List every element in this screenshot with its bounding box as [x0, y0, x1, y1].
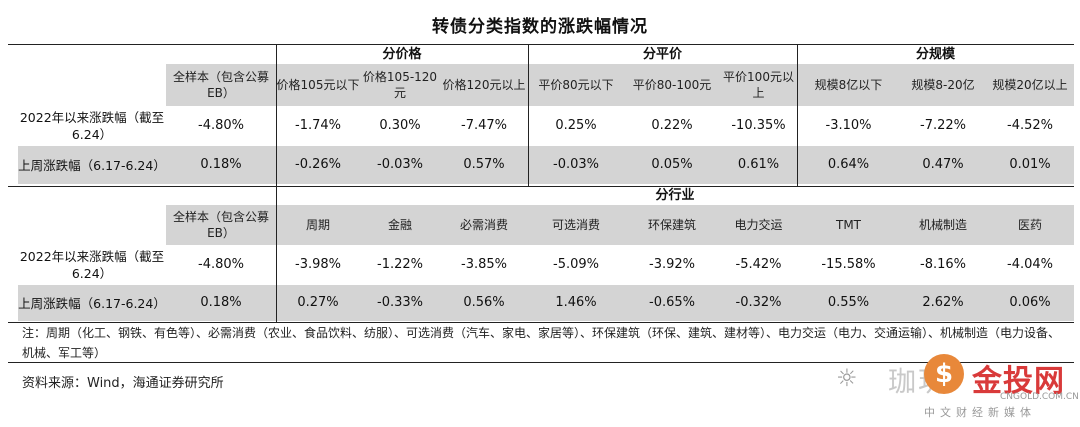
- table-cell: -0.26%: [295, 157, 341, 172]
- bottom-rule: [8, 322, 1074, 323]
- divider: [797, 44, 798, 186]
- divider: [528, 44, 529, 186]
- column-header: 规模20亿以上: [992, 78, 1068, 92]
- column-header: 周期: [305, 218, 330, 232]
- column-header: 金融: [387, 218, 412, 232]
- column-header: 平价80元以下: [538, 78, 614, 92]
- table-cell: -5.09%: [553, 257, 599, 272]
- row-label: 上周涨跌幅（6.17-6.24）: [18, 157, 166, 173]
- column-header: 必需消费: [459, 218, 508, 232]
- table-cell: -4.80%: [198, 257, 244, 272]
- table-cell: -5.42%: [735, 257, 782, 272]
- table-cell: 2.62%: [922, 295, 964, 310]
- table-cell: 0.55%: [827, 295, 870, 310]
- row-shade: [18, 146, 1074, 184]
- table-cell: -4.52%: [1007, 118, 1053, 133]
- column-header: 全样本（包含公募EB）: [172, 210, 269, 240]
- row-shade: [18, 285, 1074, 321]
- column-header: TMT: [835, 218, 861, 232]
- table-cell: -15.58%: [821, 257, 876, 272]
- table-cell: 0.64%: [827, 157, 870, 172]
- source-line: 资料来源：Wind，海通证券研究所: [22, 376, 224, 391]
- column-header: 可选消费: [551, 218, 600, 232]
- table-cell: -3.98%: [295, 257, 341, 272]
- watermark-tagline: 中文财经新媒体: [924, 406, 1036, 419]
- column-header: 全样本（包含公募EB）: [172, 70, 269, 100]
- column-header: 机械制造: [918, 218, 967, 232]
- table-cell: -3.10%: [825, 118, 872, 133]
- group-header-parity: 分平价: [642, 47, 682, 62]
- table-cell: -0.03%: [377, 157, 423, 172]
- column-header: 医药: [1017, 218, 1042, 232]
- table-cell: 0.05%: [651, 157, 693, 172]
- column-header: 环保建筑: [647, 218, 696, 232]
- divider: [276, 44, 277, 322]
- table-cell: 0.61%: [737, 157, 780, 172]
- table-cell: 0.18%: [200, 157, 242, 172]
- table-note: 注：周期（化工、钢铁、有色等）、必需消费（农业、食品饮料、纺服）、可选消费（汽车…: [22, 326, 1061, 360]
- column-header: 价格120元以上: [442, 78, 526, 92]
- watermark-domain: CNGOLD.COM.CN: [1000, 392, 1079, 402]
- table-cell: 0.56%: [463, 295, 505, 310]
- table-cell: -3.92%: [649, 257, 695, 272]
- table-cell: 0.01%: [1009, 157, 1051, 172]
- table-cell: -3.85%: [461, 257, 507, 272]
- table-cell: -8.16%: [920, 257, 966, 272]
- group-header-price: 分价格: [382, 47, 422, 62]
- table-cell: -1.74%: [295, 118, 341, 133]
- column-header: 价格105-120元: [362, 70, 438, 100]
- column-header: 电力交运: [734, 218, 783, 232]
- row-label: 上周涨跌幅（6.17-6.24）: [18, 295, 166, 311]
- table-cell: -10.35%: [731, 118, 786, 133]
- column-header: 规模8亿以下: [814, 78, 883, 92]
- table-cell: -7.22%: [920, 118, 966, 133]
- header-shade: [166, 205, 276, 245]
- header-shade: [276, 64, 1074, 106]
- table-cell: -0.33%: [377, 295, 423, 310]
- group-header-size: 分规模: [915, 47, 955, 62]
- column-header: 规模8-20亿: [911, 78, 975, 92]
- table-cell: 0.57%: [463, 157, 505, 172]
- column-header: 平价80-100元: [632, 78, 712, 92]
- watermark-logo-text: 金投网: [972, 364, 1065, 399]
- column-header: 平价100元以上: [723, 70, 794, 100]
- wechat-icon: ☼: [836, 364, 858, 392]
- table-cell: -0.32%: [735, 295, 782, 310]
- table-cell: -4.04%: [1007, 257, 1053, 272]
- table-cell: -0.65%: [649, 295, 695, 310]
- table-cell: 0.22%: [651, 118, 693, 133]
- table-cell: 0.25%: [555, 118, 597, 133]
- table-cell: 0.47%: [922, 157, 964, 172]
- table-cell: -0.03%: [553, 157, 599, 172]
- header-shade: [276, 205, 1074, 245]
- table-title: 转债分类指数的涨跌幅情况: [432, 17, 648, 37]
- top-rule: [8, 44, 1074, 45]
- table-cell: 0.27%: [297, 295, 339, 310]
- row-label: 2022年以来涨跌幅（截至6.24）: [19, 249, 165, 281]
- column-header: 价格105元以下: [276, 78, 360, 92]
- note-rule: [8, 362, 1074, 363]
- middle-rule: [8, 186, 1074, 187]
- table-cell: 0.30%: [379, 118, 421, 133]
- table-cell: 0.18%: [200, 295, 242, 310]
- header-shade: [166, 64, 276, 106]
- table-cell: 1.46%: [555, 295, 597, 310]
- table-cell: -7.47%: [461, 118, 507, 133]
- table-cell: -4.80%: [198, 118, 244, 133]
- watermark-logo-icon: $: [924, 354, 964, 394]
- row-label: 2022年以来涨跌幅（截至6.24）: [19, 110, 165, 142]
- table-cell: 0.06%: [1009, 295, 1051, 310]
- group-header-industry: 分行业: [655, 188, 695, 203]
- table-cell: -1.22%: [377, 257, 423, 272]
